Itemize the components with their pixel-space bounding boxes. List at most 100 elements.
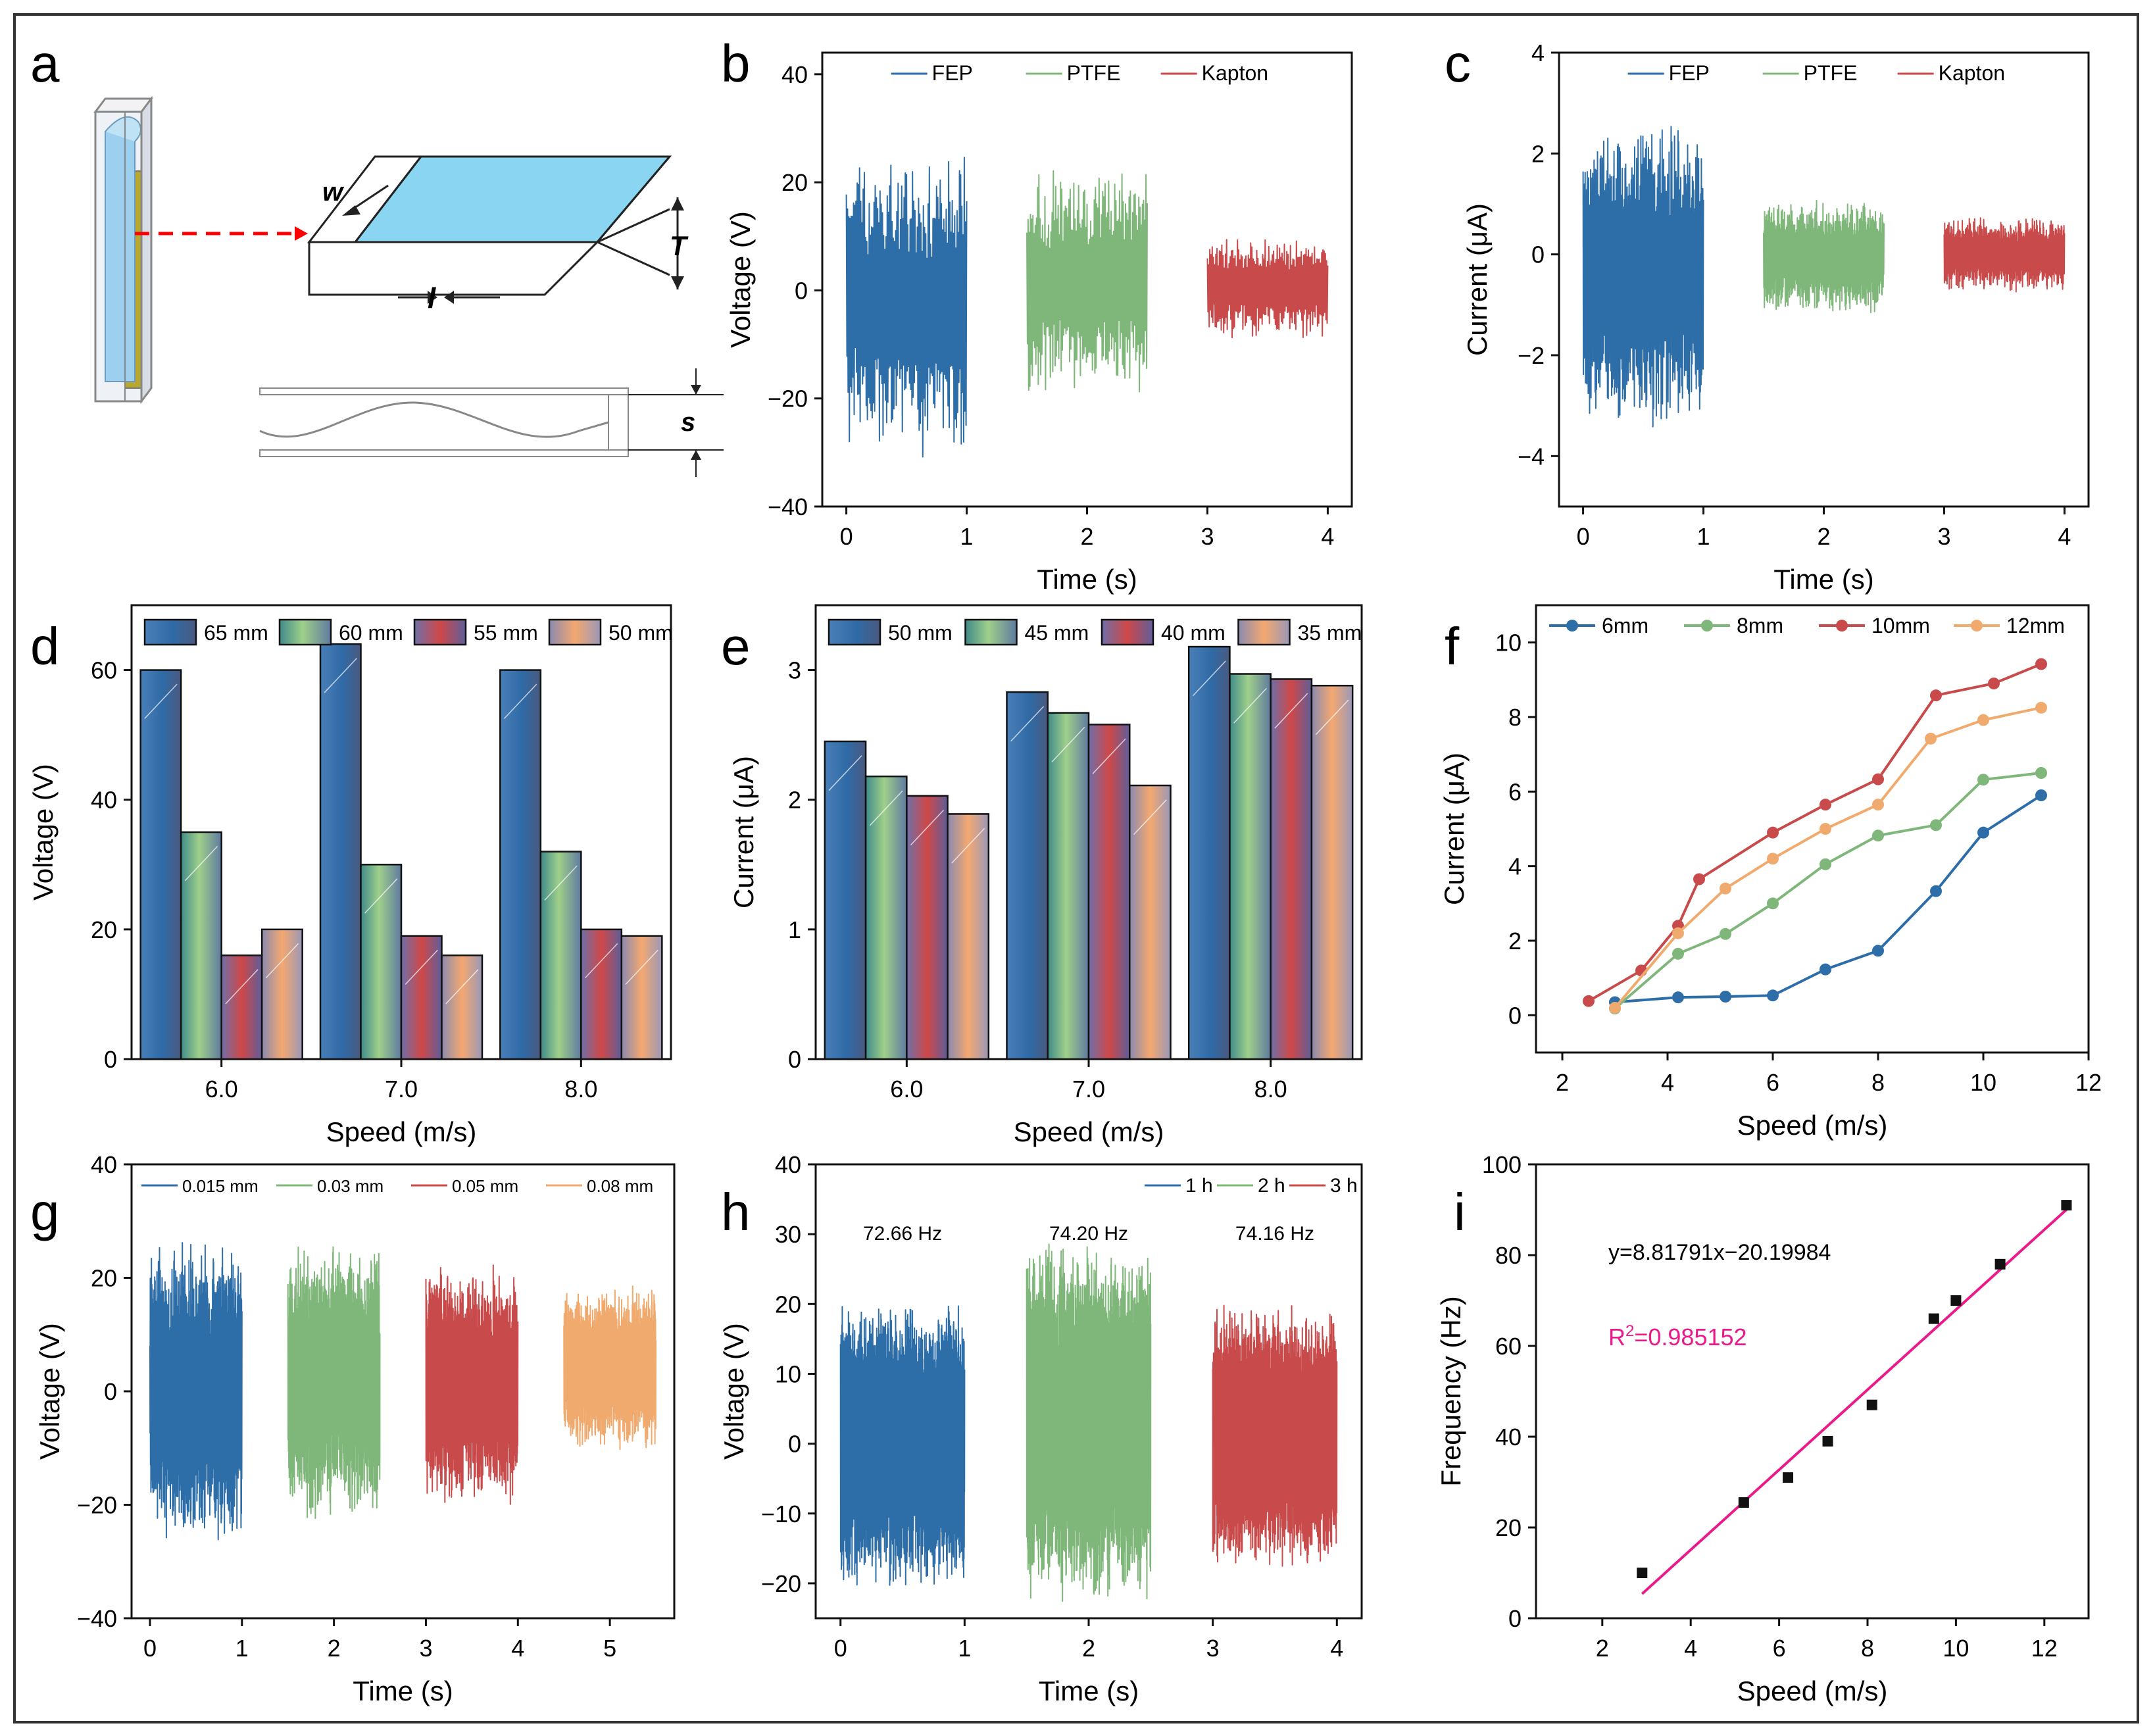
b-legend: FEP PTFE Kapton <box>891 61 1268 85</box>
f-point <box>1693 873 1705 885</box>
h-signal-1 <box>1026 1243 1152 1602</box>
d-ytick-label: 0 <box>104 1046 117 1073</box>
g-xtick-label: 2 <box>328 1635 341 1662</box>
i-data-point <box>1950 1295 1962 1306</box>
i-xtick-label: 12 <box>2031 1635 2058 1662</box>
f-point <box>1925 732 1937 745</box>
panel-label-e: e <box>721 617 751 676</box>
i-xtick-label: 8 <box>1861 1635 1874 1662</box>
f-point <box>2035 658 2047 670</box>
e-bar <box>1187 645 1231 1060</box>
f-legend-marker <box>1566 620 1578 632</box>
e-bar <box>906 795 949 1060</box>
b-xlabel: Time (s) <box>1037 564 1137 595</box>
h-xtick-label: 2 <box>1082 1635 1095 1662</box>
h-ytick-label: 30 <box>775 1221 801 1248</box>
figure-border <box>13 13 2139 1724</box>
f-legend-marker <box>1971 620 1983 632</box>
d-bar <box>260 928 303 1060</box>
f-point <box>1872 773 1884 785</box>
b-legend-label: PTFE <box>1067 61 1121 85</box>
e-legend: 50 mm 45 mm 40 mm 35 mm <box>828 618 1362 646</box>
g-ytick-label: 40 <box>91 1151 117 1178</box>
g-ytick-label: 0 <box>104 1378 117 1405</box>
d-ytick-label: 60 <box>91 657 117 684</box>
f-point <box>1583 995 1595 1007</box>
f-point <box>1720 991 1731 1003</box>
d-bar-hatch <box>184 846 218 881</box>
e-bar-hatch <box>1133 799 1167 835</box>
chart-f: 0 2 4 6 8 10 2 4 6 8 10 12 Speed (m/s) Current (μA) 6m… <box>1439 604 2102 1141</box>
b-signal-1 <box>1026 170 1148 393</box>
d-legend-label: 50 mm <box>608 621 673 645</box>
b-xtick-label: 3 <box>1201 523 1214 550</box>
i-data-point <box>1866 1399 1877 1410</box>
d-ytick-label: 20 <box>91 916 117 943</box>
c-signal-1 <box>1763 199 1885 313</box>
h-ylabel: Voltage (V) <box>718 1323 749 1460</box>
h-legend: 1 h 2 h 3 h <box>1145 1175 1358 1197</box>
d-bar-hatch <box>584 943 618 979</box>
d-bar <box>180 831 222 1060</box>
i-ytick-label: 60 <box>1495 1333 1522 1360</box>
d-bar <box>499 669 542 1060</box>
c-xtick-label: 3 <box>1937 523 1950 550</box>
f-point <box>1820 858 1831 870</box>
c-legend-label: PTFE <box>1804 61 1858 85</box>
h-legend-label: 3 h <box>1330 1175 1358 1197</box>
i-xtick-label: 6 <box>1773 1635 1786 1662</box>
f-point <box>1930 885 1942 897</box>
e-bar-hatch <box>951 828 985 864</box>
e-ytick-label: 1 <box>788 916 801 943</box>
g-signal-1 <box>287 1246 381 1520</box>
f-legend: 6mm 8mm 10mm 12mm <box>1549 614 2065 637</box>
d-bar <box>139 669 182 1060</box>
f-point <box>1767 826 1779 839</box>
f-ylabel: Current (μA) <box>1439 753 1470 905</box>
c-legend-label: Kapton <box>1939 61 2005 85</box>
i-data-point <box>2061 1200 2072 1211</box>
i-ytick-label: 40 <box>1495 1424 1522 1451</box>
e-bar-hatch <box>1192 660 1226 697</box>
c-ytick-label: 0 <box>1531 241 1545 268</box>
i-ytick-label: 100 <box>1482 1151 1522 1178</box>
f-xtick-label: 4 <box>1661 1069 1674 1096</box>
e-bar-hatch <box>1233 687 1267 724</box>
f-point <box>1720 928 1731 940</box>
d-bar-hatch <box>364 878 398 914</box>
h-ytick-label: 10 <box>775 1360 801 1387</box>
b-xtick-label: 2 <box>1080 523 1093 550</box>
f-plot-frame <box>1535 604 2090 1054</box>
panel-label-g: g <box>30 1183 60 1241</box>
g-legend-label: 0.05 mm <box>452 1176 518 1196</box>
b-xtick-label: 4 <box>1321 523 1334 550</box>
c-ytick-label: 4 <box>1531 39 1545 66</box>
red-arrowhead-icon <box>295 226 308 241</box>
b-ytick-label: 0 <box>795 277 808 304</box>
f-legend-label: 10mm <box>1871 614 1930 637</box>
panel-label-i: i <box>1454 1183 1466 1241</box>
panel-label-f: f <box>1445 617 1460 676</box>
i-plot-frame <box>1535 1163 2090 1620</box>
d-legend-swatch <box>413 618 467 646</box>
d-bar <box>620 935 663 1060</box>
c-signal-2 <box>1943 217 2066 293</box>
b-ytick-label: 20 <box>781 169 808 196</box>
e-bar-hatch <box>1315 699 1349 735</box>
i-xtick-label: 4 <box>1684 1635 1697 1662</box>
chart-c: −4 −2 0 2 4 0 1 2 3 4 Time (s) Current (μA) FEP PTFE K… <box>1462 39 2090 595</box>
t-arrow-up-icon <box>671 197 684 211</box>
f-point <box>1872 830 1884 842</box>
f-point <box>1672 991 1684 1004</box>
l-label: l <box>428 282 436 314</box>
d-legend-label: 65 mm <box>204 621 268 645</box>
d-legend-label: 55 mm <box>474 621 538 645</box>
i-fit-line <box>1641 1208 2068 1595</box>
panel-label-c: c <box>1445 34 1471 93</box>
f-xtick-label: 12 <box>2075 1069 2102 1096</box>
c-xtick-label: 4 <box>2058 523 2071 550</box>
h-ytick-label: 40 <box>775 1151 801 1178</box>
e-bar-hatch <box>869 790 903 826</box>
d-bar <box>360 864 403 1060</box>
